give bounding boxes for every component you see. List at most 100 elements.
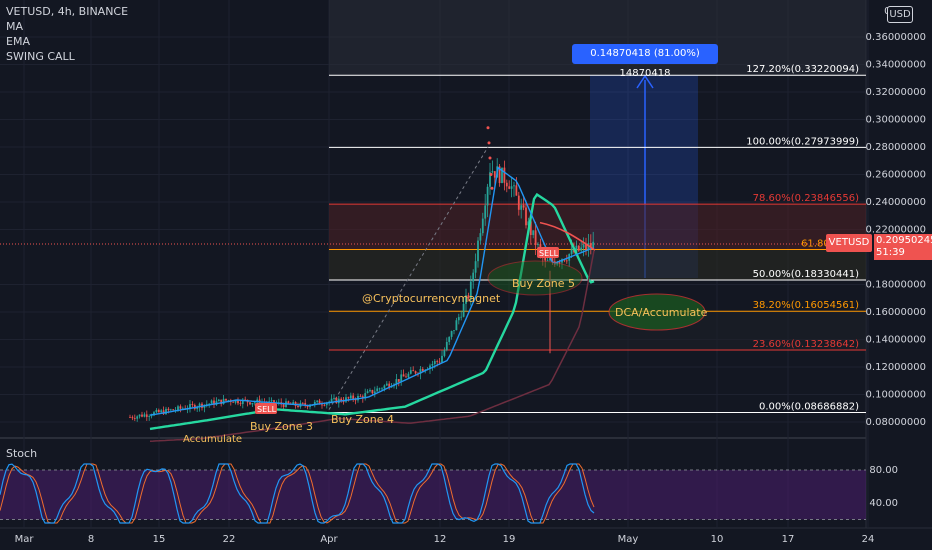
candle-body <box>165 408 167 415</box>
price-candle <box>503 160 506 191</box>
price-candle <box>301 402 304 405</box>
candle-body <box>318 400 321 405</box>
price-candle <box>316 400 319 404</box>
candle-body <box>313 401 316 405</box>
time-axis-label: 10 <box>711 534 724 545</box>
candle-body <box>460 316 463 318</box>
indicator-ma[interactable]: MA <box>6 20 24 33</box>
price-candle <box>237 397 239 406</box>
stoch-k-line <box>0 463 595 524</box>
candle-body <box>270 400 273 402</box>
candle-body <box>138 414 141 417</box>
symbol-title[interactable]: VETUSD, 4h, BINANCE <box>6 5 129 18</box>
indicator-swing-call[interactable]: SWING CALL <box>6 50 75 63</box>
candle-body <box>148 416 151 417</box>
stoch-pane-label[interactable]: Stoch <box>6 447 38 460</box>
candle-body <box>549 258 551 261</box>
price-candle <box>373 386 376 398</box>
price-candle <box>133 414 136 422</box>
candle-body <box>378 388 381 390</box>
fib-level-label: 38.20%(0.16054561) <box>753 300 859 311</box>
time-axis-label: 8 <box>88 534 94 545</box>
candle-body <box>388 383 391 388</box>
candle-body <box>287 401 290 404</box>
candle-body <box>520 205 523 210</box>
candle-body <box>241 399 244 405</box>
candle-body <box>369 389 371 392</box>
price-axis-label: 0.30000000 <box>866 115 926 126</box>
buy-zone-5-ellipse <box>487 260 583 296</box>
candle-body <box>469 281 472 299</box>
price-candle <box>481 212 484 236</box>
price-candle <box>378 387 381 391</box>
candle-body <box>349 395 352 399</box>
stoch-band <box>0 470 866 520</box>
price-candle <box>455 317 458 331</box>
chart-legend: VETUSD, 4h, BINANCE MA EMA SWING CALL <box>6 4 128 64</box>
accumulate-small-label: Accumulate <box>183 434 242 445</box>
sell-marker-1-label: SELL <box>257 405 277 414</box>
candle-body <box>208 403 211 405</box>
candle-body <box>383 385 386 389</box>
price-candle <box>210 399 213 404</box>
candle-body <box>409 370 412 374</box>
current-symbol-tag: VETUSD <box>826 234 872 252</box>
candle-body <box>474 261 477 273</box>
price-candle <box>462 297 465 318</box>
indicator-ema[interactable]: EMA <box>6 35 30 48</box>
candle-body <box>225 398 227 401</box>
price-candle <box>474 253 477 279</box>
currency-button[interactable]: USD <box>887 6 913 23</box>
candle-body <box>136 416 139 419</box>
buy-zone-5-label: Buy Zone 5 <box>512 277 575 290</box>
candle-body <box>191 404 194 405</box>
candle-body <box>467 295 470 299</box>
candle-body <box>575 245 578 253</box>
candle-body <box>513 185 515 187</box>
candle-body <box>309 405 311 408</box>
price-candle <box>148 414 151 421</box>
price-candle <box>153 411 155 417</box>
price-candle <box>157 408 160 413</box>
candle-body <box>457 317 460 321</box>
time-axis-label: 17 <box>782 534 795 545</box>
price-axis-label: 0.26000000 <box>866 170 926 181</box>
candle-body <box>477 240 479 262</box>
candle-body <box>129 417 131 418</box>
price-candle <box>585 237 587 256</box>
price-candle <box>340 397 343 403</box>
candle-body <box>155 409 158 413</box>
price-axis-label: 0.34000000 <box>866 60 926 71</box>
candle-body <box>472 272 475 282</box>
price-axis-label: 0.14000000 <box>866 335 926 346</box>
candle-body <box>421 368 424 372</box>
candle-body <box>537 244 539 246</box>
price-candle <box>577 245 580 252</box>
price-candle <box>366 389 369 394</box>
fib-level-label: 127.20%(0.33220094) <box>746 64 859 75</box>
price-candle <box>409 366 412 375</box>
candle-body <box>395 379 398 385</box>
time-axis-label: Mar <box>15 534 35 545</box>
candle-body <box>316 400 319 402</box>
candle-body <box>592 241 595 248</box>
candle-body <box>162 410 165 415</box>
price-candle <box>229 398 232 406</box>
candle-body <box>220 399 223 405</box>
candle-body <box>402 374 405 377</box>
price-axis-label: 0.08000000 <box>866 417 926 428</box>
candle-body <box>462 303 465 317</box>
candle-body <box>493 171 496 178</box>
candle-body <box>489 172 491 187</box>
price-candle <box>385 381 388 386</box>
price-axis-label: 0.24000000 <box>866 197 926 208</box>
candle-body <box>345 397 347 402</box>
candle-body <box>510 186 513 189</box>
candle-body <box>414 371 417 374</box>
time-axis-label: 22 <box>223 534 236 545</box>
candle-body <box>210 400 213 404</box>
price-candle <box>251 402 254 408</box>
bar-countdown: 51:39 <box>876 247 905 258</box>
